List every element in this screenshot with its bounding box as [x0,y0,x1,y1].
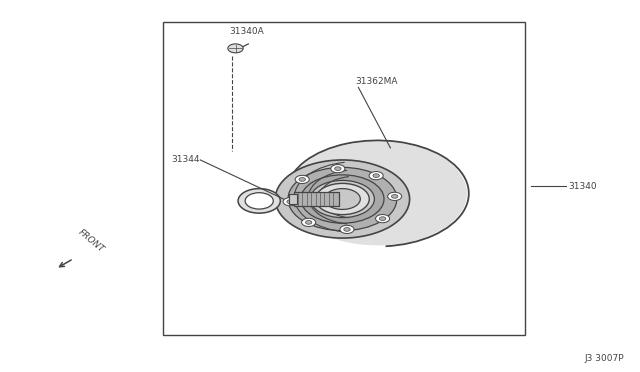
Circle shape [316,183,369,215]
Circle shape [324,189,360,209]
Circle shape [369,171,383,180]
Circle shape [373,174,380,177]
Text: 31344: 31344 [172,155,200,164]
Circle shape [331,164,345,173]
Circle shape [376,215,390,223]
Text: 31362MA: 31362MA [355,77,397,86]
Circle shape [305,221,312,224]
Circle shape [310,180,374,218]
Circle shape [295,175,309,183]
Circle shape [301,218,316,227]
Text: FRONT: FRONT [77,227,106,254]
Circle shape [380,217,386,221]
Circle shape [228,44,243,53]
Bar [289,194,297,204]
Circle shape [238,189,280,213]
Circle shape [392,195,398,198]
Circle shape [301,175,384,223]
Circle shape [388,192,402,201]
Text: 31340A: 31340A [229,27,264,36]
Text: 31340: 31340 [568,182,597,190]
Text: J3 3007P: J3 3007P [584,354,624,363]
Circle shape [287,200,293,203]
Circle shape [299,177,305,181]
Circle shape [275,160,410,238]
Circle shape [335,167,341,170]
Circle shape [245,193,273,209]
Bar [163,22,525,335]
Circle shape [340,225,354,234]
Bar [294,192,339,206]
Ellipse shape [288,141,467,246]
Circle shape [344,228,350,231]
Circle shape [288,167,397,231]
Circle shape [283,198,297,206]
